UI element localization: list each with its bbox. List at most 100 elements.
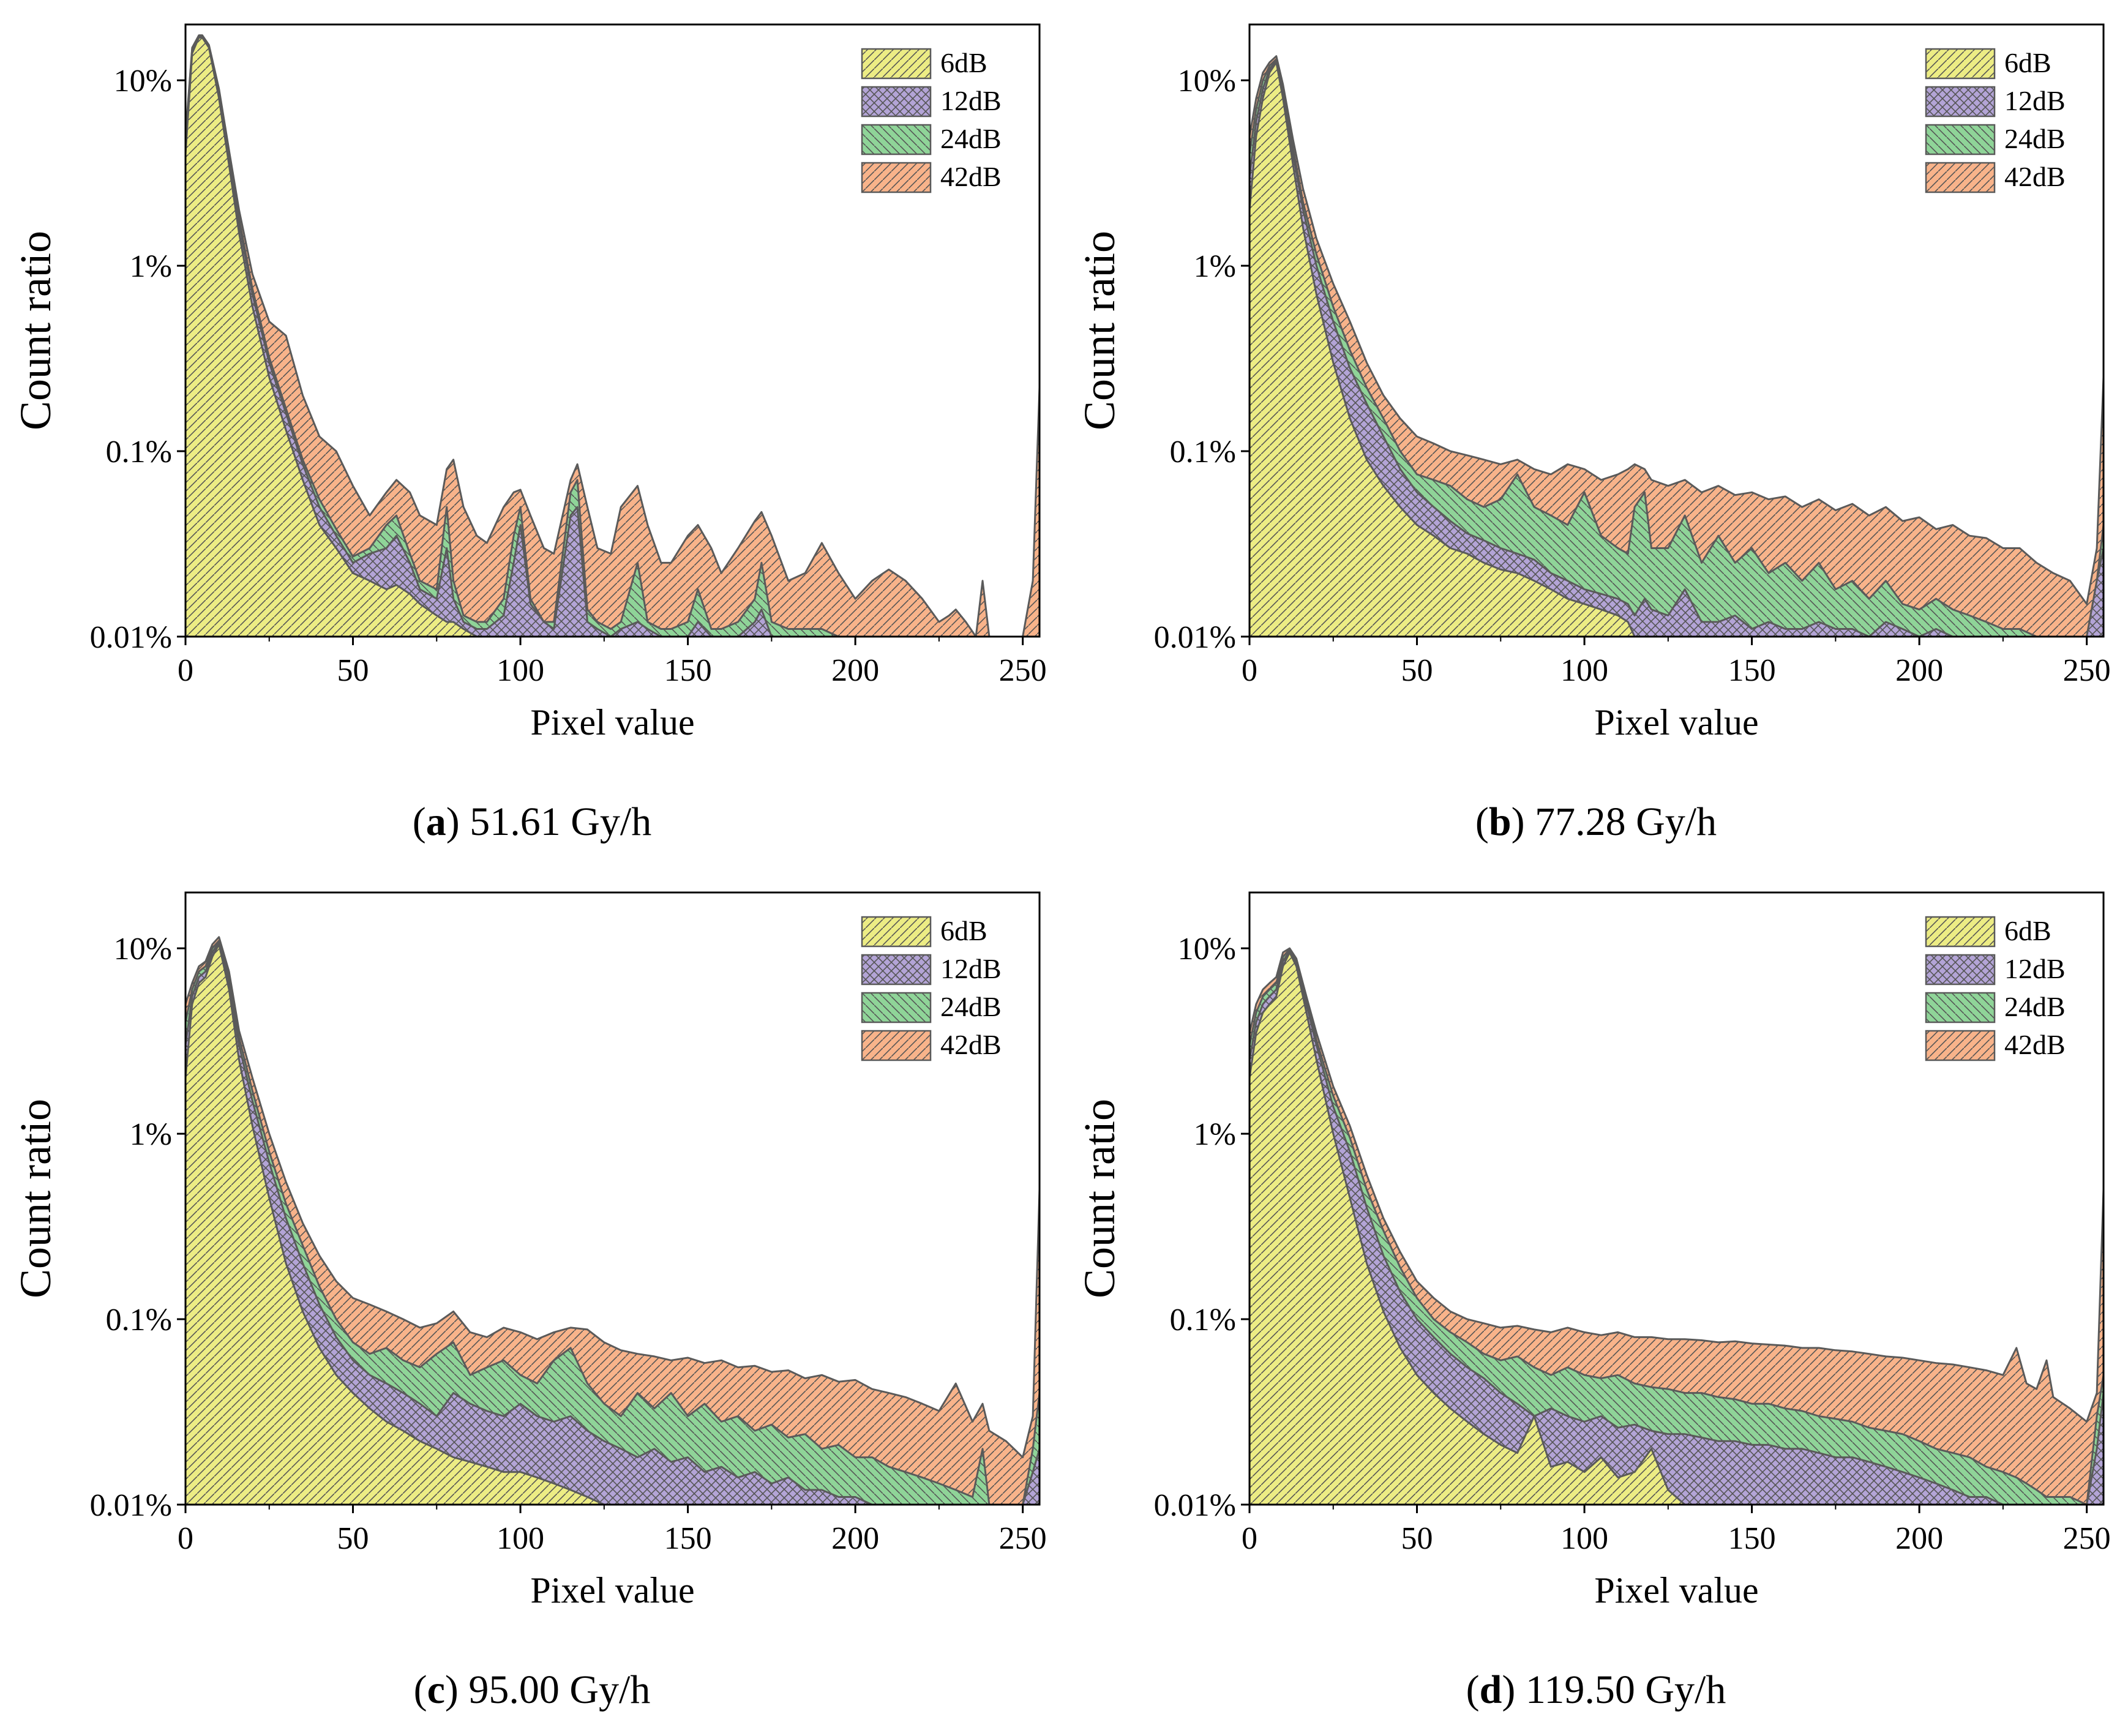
x-tick-label: 150 [1728, 653, 1776, 688]
legend-swatch-6dB [1925, 916, 1996, 948]
caption-letter: d [1479, 1667, 1502, 1712]
x-tick-label: 0 [178, 653, 193, 688]
y-tick-label: 10% [114, 64, 172, 99]
x-axis-label: Pixel value [1594, 1570, 1758, 1611]
caption-text: 77.28 Gy/h [1535, 799, 1717, 844]
x-tick-label: 0 [1242, 1521, 1257, 1556]
x-tick-label: 200 [1895, 1521, 1943, 1556]
legend-swatch-42dB [861, 162, 932, 193]
x-tick-label: 150 [664, 653, 712, 688]
y-axis-label: Count ratio [1075, 231, 1124, 430]
plot-frame [184, 891, 1041, 1506]
y-tick-label: 0.01% [90, 1488, 172, 1523]
legend-label-42dB: 42dB [940, 161, 1002, 192]
legend-swatch-42dB [1925, 1030, 1996, 1061]
legend-label-12dB: 12dB [940, 85, 1002, 116]
y-tick-label: 0.01% [1154, 1488, 1236, 1523]
y-tick-label: 0.01% [90, 620, 172, 655]
x-axis-label: Pixel value [530, 702, 694, 743]
plot-area [1249, 947, 2104, 1505]
x-tick-label: 100 [496, 1521, 544, 1556]
area-series-12dB [1249, 949, 2104, 1505]
x-tick-label: 150 [664, 1521, 712, 1556]
legend-swatch-6dB [861, 48, 932, 80]
area-series-42dB [1249, 55, 2104, 637]
x-tick-label: 200 [1895, 653, 1943, 688]
caption-c: (c) 95.00 Gy/h [413, 1667, 651, 1712]
x-tick-label: 150 [1728, 1521, 1776, 1556]
legend-swatch-24dB [861, 124, 932, 155]
y-axis-label: Count ratio [11, 1099, 60, 1298]
caption-letter: c [427, 1667, 445, 1712]
legend-label-6dB: 6dB [940, 915, 987, 946]
x-tick-label: 100 [1560, 1521, 1608, 1556]
area-series-24dB [185, 940, 1040, 1505]
y-tick-label: 10% [1178, 932, 1236, 967]
area-series-6dB [1249, 61, 2104, 637]
caption-text: 95.00 Gy/h [468, 1667, 651, 1712]
legend-label-24dB: 24dB [2004, 991, 2066, 1022]
y-tick-label: 10% [1178, 64, 1236, 99]
y-tick-label: 1% [1194, 1117, 1236, 1152]
area-series-6dB [1249, 951, 2104, 1505]
x-tick-label: 250 [2063, 653, 2111, 688]
caption-letter: a [425, 799, 446, 844]
legend-label-12dB: 12dB [2004, 953, 2066, 984]
y-tick-label: 0.1% [106, 1303, 172, 1338]
caption-text: 51.61 Gy/h [470, 799, 652, 844]
x-tick-label: 0 [178, 1521, 193, 1556]
chart-panel-a: 0 50 100 150 200 250 0.01% 0.1% 1% 10% Pixel value… [0, 0, 1064, 868]
legend-label-42dB: 42dB [940, 1029, 1002, 1060]
legend-swatch-42dB [861, 1030, 932, 1061]
x-tick-label: 50 [337, 1521, 369, 1556]
legend-label-42dB: 42dB [2004, 1029, 2066, 1060]
plot-area [1249, 55, 2104, 637]
legend-swatch-42dB [1925, 162, 1996, 193]
x-tick-label: 50 [337, 653, 369, 688]
chart-panel-d: 0 50 100 150 200 250 0.01% 0.1% 1% 10% Pixel value… [1064, 868, 2128, 1736]
legend-swatch-12dB [1925, 86, 1996, 118]
legend-label-6dB: 6dB [2004, 47, 2051, 78]
y-tick-label: 1% [130, 1117, 172, 1152]
legend-swatch-6dB [1925, 48, 1996, 80]
legend-label-12dB: 12dB [940, 953, 1002, 984]
x-tick-label: 50 [1401, 653, 1433, 688]
x-tick-label: 50 [1401, 1521, 1433, 1556]
chart-panel-b: 0 50 100 150 200 250 0.01% 0.1% 1% 10% Pixel value… [1064, 0, 2128, 868]
legend-swatch-12dB [861, 954, 932, 986]
y-tick-label: 0.01% [1154, 620, 1236, 655]
legend-swatch-24dB [861, 992, 932, 1023]
y-tick-label: 0.1% [1170, 435, 1236, 470]
y-axis-label: Count ratio [1075, 1099, 1124, 1298]
chart-svg: 0 50 100 150 200 250 0.01% 0.1% 1% 10% Pixel value… [11, 23, 1047, 743]
chart-svg: 0 50 100 150 200 250 0.01% 0.1% 1% 10% Pixel value… [11, 891, 1047, 1611]
x-tick-label: 100 [1560, 653, 1608, 688]
plot-frame [1248, 23, 2105, 638]
y-tick-label: 1% [1194, 249, 1236, 284]
y-tick-label: 0.1% [1170, 1303, 1236, 1338]
plot-area [185, 34, 1040, 637]
x-tick-label: 200 [831, 653, 879, 688]
plot-frame [184, 23, 1041, 638]
plot-frame [1248, 891, 2105, 1506]
legend-swatch-24dB [1925, 992, 1996, 1023]
y-tick-label: 10% [114, 932, 172, 967]
legend-label-24dB: 24dB [2004, 123, 2066, 154]
caption-letter: b [1488, 799, 1512, 844]
caption-d: (d) 119.50 Gy/h [1466, 1667, 1726, 1712]
x-axis-label: Pixel value [1594, 702, 1758, 743]
legend-label-24dB: 24dB [940, 123, 1002, 154]
caption-a: (a) 51.61 Gy/h [412, 799, 652, 844]
y-tick-label: 1% [130, 249, 172, 284]
legend-swatch-12dB [861, 86, 932, 118]
x-tick-label: 200 [831, 1521, 879, 1556]
chart-panel-c: 0 50 100 150 200 250 0.01% 0.1% 1% 10% Pixel value… [0, 868, 1064, 1736]
y-axis-label: Count ratio [11, 231, 60, 430]
legend-label-6dB: 6dB [940, 47, 987, 78]
x-tick-label: 0 [1242, 653, 1257, 688]
x-tick-label: 250 [999, 653, 1047, 688]
area-series-6dB [185, 36, 1040, 637]
legend-label-24dB: 24dB [940, 991, 1002, 1022]
x-tick-label: 250 [999, 1521, 1047, 1556]
legend-swatch-6dB [861, 916, 932, 948]
